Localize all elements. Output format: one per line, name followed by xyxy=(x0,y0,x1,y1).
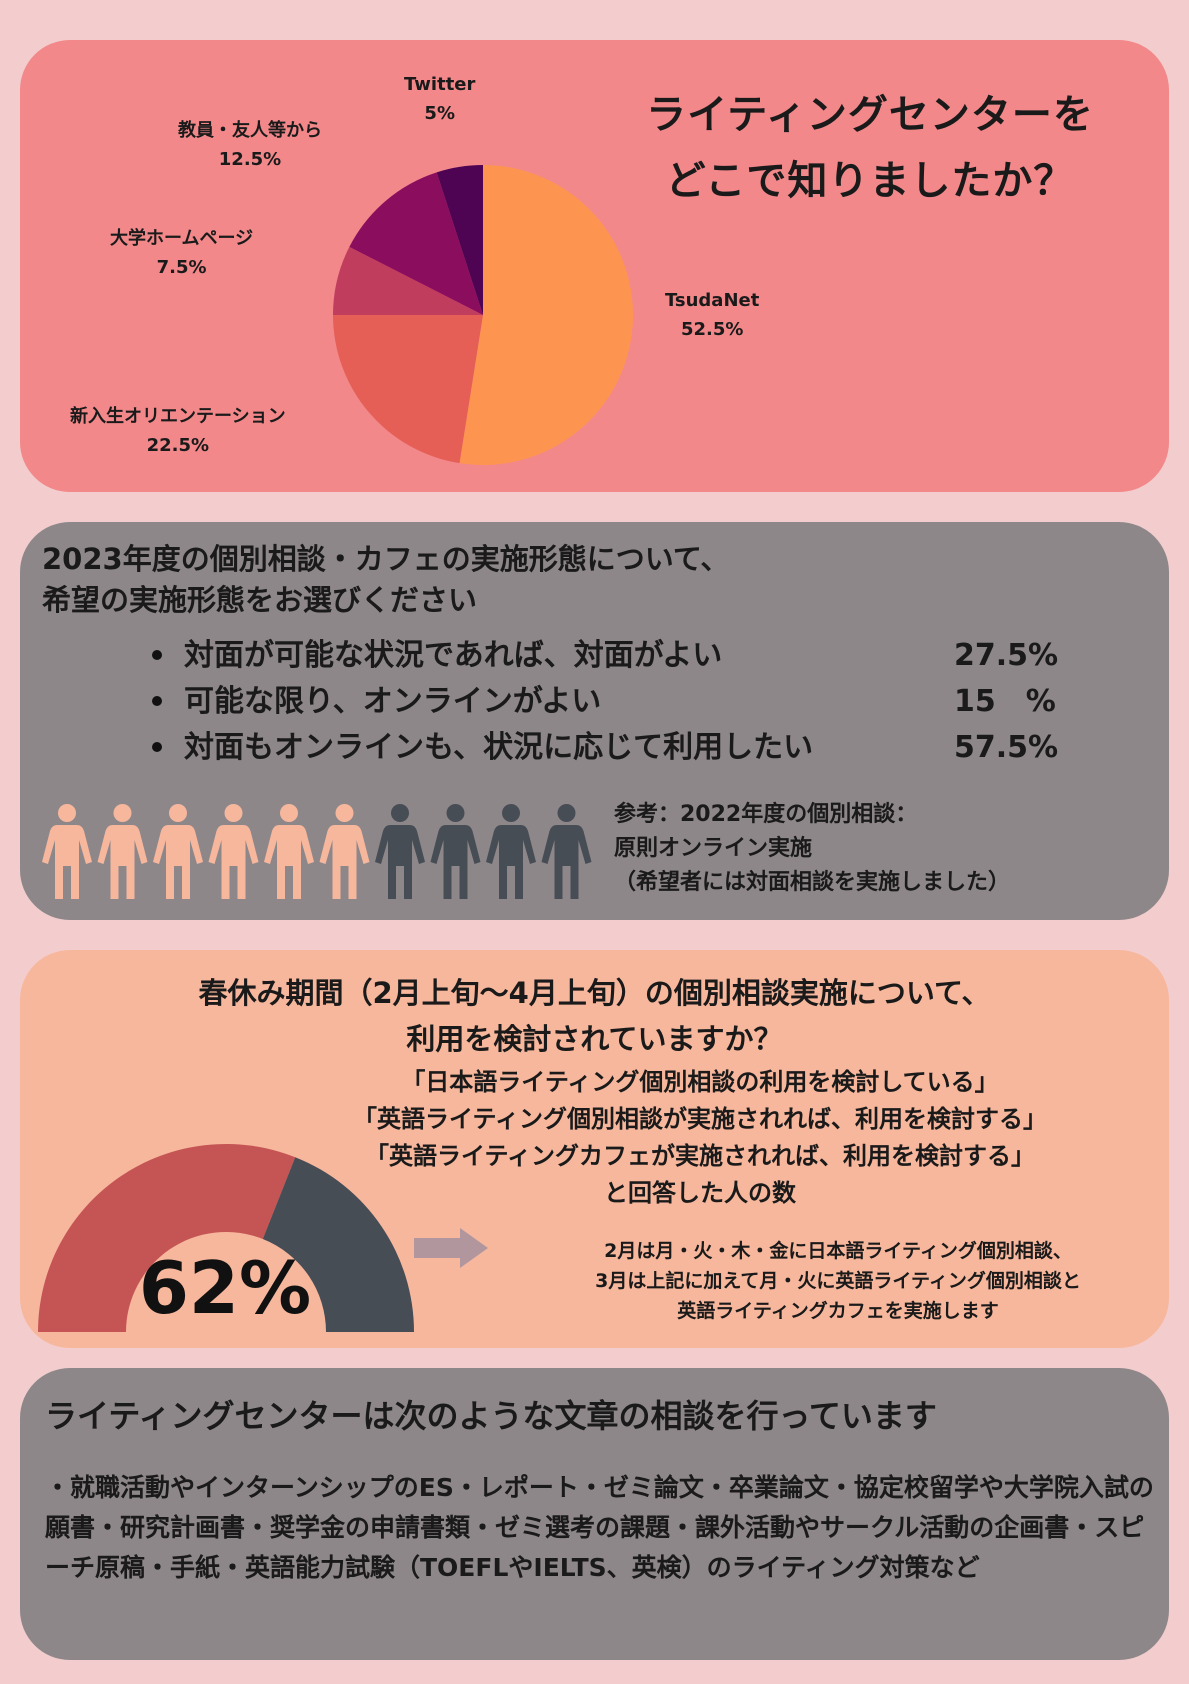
title-line: 春休み期間（2月上旬〜4月上旬）の個別相談実施について、 xyxy=(198,976,991,1010)
survey-panel-spring-break: 春休み期間（2月上旬〜4月上旬）の個別相談実施について、 利用を検討されています… xyxy=(20,950,1169,1348)
schedule-line: 3月は上記に加えて月・火に英語ライティング個別相談と xyxy=(595,1270,1081,1292)
option-label: 対面が可能な状況であれば、対面がよい xyxy=(184,638,723,673)
arrow-right-icon xyxy=(414,1228,488,1268)
pie-label-tsudanet: TsudaNet 52.5% xyxy=(665,286,759,344)
slice-percent: 52.5% xyxy=(680,319,744,340)
title-line: 利用を検討されていますか？ xyxy=(406,1022,783,1056)
person-icon xyxy=(541,804,592,899)
option-percent: 57.5% xyxy=(954,730,1059,765)
bullet-icon xyxy=(152,695,162,706)
person-icon xyxy=(208,804,259,899)
title-line: 2023年度の個別相談・カフェの実施形態について、 xyxy=(42,542,730,576)
survey-panel-format: 2023年度の個別相談・カフェの実施形態について、 希望の実施形態をお選びくださ… xyxy=(20,522,1169,920)
pie-label-teachers-friends: 教員・友人等から 12.5% xyxy=(178,116,322,174)
services-panel: ライティングセンターは次のような文章の相談を行っています ・就職活動やインターン… xyxy=(20,1368,1169,1660)
gauge-chart xyxy=(38,1144,414,1332)
option-row: 可能な限り、オンラインがよい 15 % xyxy=(152,680,1056,724)
person-icon xyxy=(153,804,203,899)
pie-slice xyxy=(349,172,483,315)
slice-percent: 12.5% xyxy=(218,149,282,170)
response-line: 「英語ライティングカフェが実施されれば、利用を検討する」 xyxy=(364,1142,1036,1170)
panel-title: 2023年度の個別相談・カフェの実施形態について、 希望の実施形態をお選びくださ… xyxy=(42,539,729,621)
pie-slice xyxy=(333,315,483,464)
services-list: ・就職活動やインターンシップのES・レポート・ゼミ論文・卒業論文・協定校留学や大… xyxy=(45,1473,1154,1582)
person-icon xyxy=(430,804,481,899)
slice-name: 教員・友人等から xyxy=(178,120,322,141)
bullet-icon xyxy=(152,741,162,752)
bullet-icon xyxy=(152,649,162,660)
gauge-filled-arc xyxy=(38,1144,296,1332)
schedule-line: 英語ライティングカフェを実施します xyxy=(677,1300,999,1322)
reference-line: 原則オンライン実施 xyxy=(614,836,813,861)
person-icon xyxy=(42,804,92,899)
slice-name: 大学ホームページ xyxy=(110,228,254,249)
option-label: 対面もオンラインも、状況に応じて利用したい xyxy=(184,730,814,765)
option-percent: 15 % xyxy=(954,684,1056,719)
schedule-line: 2月は月・火・木・金に日本語ライティング個別相談、 xyxy=(604,1240,1072,1262)
person-icon xyxy=(375,804,425,899)
option-label: 可能な限り、オンラインがよい xyxy=(184,684,602,719)
option-percent: 27.5% xyxy=(954,638,1059,673)
person-icon xyxy=(486,804,536,899)
person-icon xyxy=(264,804,314,899)
reference-note: 参考：2022年度の個別相談： 原則オンライン実施 （希望者には対面相談を実施し… xyxy=(614,798,1010,900)
pie-slice xyxy=(333,246,483,315)
pie-chart xyxy=(333,165,633,465)
title-line: どこで知りましたか？ xyxy=(665,158,1075,204)
slice-name: TsudaNet xyxy=(665,290,760,311)
option-row: 対面が可能な状況であれば、対面がよい 27.5% xyxy=(152,634,1058,678)
response-line: 「英語ライティング個別相談が実施されれば、利用を検討する」 xyxy=(352,1105,1048,1133)
gauge-remaining-arc xyxy=(262,1157,414,1332)
pie-slice xyxy=(436,165,483,315)
title-line: ライティングセンターを xyxy=(646,92,1094,138)
pie-slice xyxy=(459,165,633,465)
pie-label-twitter: Twitter 5% xyxy=(404,70,475,128)
survey-panel-where-known: ライティングセンターを どこで知りましたか？ TsudaNet 52.5% 新入… xyxy=(20,40,1169,492)
person-icon xyxy=(97,804,148,899)
panel-title: ライティングセンターは次のような文章の相談を行っています xyxy=(45,1397,937,1435)
gauge-value: 62% xyxy=(138,1246,312,1330)
people-pictogram xyxy=(42,804,592,899)
panel-title: 春休み期間（2月上旬〜4月上旬）の個別相談実施について、 利用を検討されています… xyxy=(20,970,1169,1062)
reference-line: （希望者には対面相談を実施しました） xyxy=(614,870,1011,895)
person-icon xyxy=(319,804,370,899)
slice-percent: 22.5% xyxy=(146,435,210,456)
schedule-note: 2月は月・火・木・金に日本語ライティング個別相談、 3月は上記に加えて月・火に英… xyxy=(498,1236,1178,1326)
title-line: 希望の実施形態をお選びください xyxy=(42,583,478,617)
response-line: 「日本語ライティング個別相談の利用を検討している」 xyxy=(401,1068,999,1096)
pie-label-orientation: 新入生オリエンテーション 22.5% xyxy=(70,402,286,460)
pie-label-homepage: 大学ホームページ 7.5% xyxy=(110,224,253,282)
response-list: 「日本語ライティング個別相談の利用を検討している」 「英語ライティング個別相談が… xyxy=(270,1064,1130,1212)
response-line: と回答した人の数 xyxy=(604,1179,796,1207)
slice-percent: 7.5% xyxy=(156,257,207,278)
option-row: 対面もオンラインも、状況に応じて利用したい 57.5% xyxy=(152,726,1058,770)
slice-name: Twitter xyxy=(404,74,476,95)
reference-line: 参考：2022年度の個別相談： xyxy=(614,802,918,827)
panel-title: ライティングセンターを どこで知りましたか？ xyxy=(600,82,1140,214)
slice-percent: 5% xyxy=(424,103,455,124)
slice-name: 新入生オリエンテーション xyxy=(70,406,286,427)
